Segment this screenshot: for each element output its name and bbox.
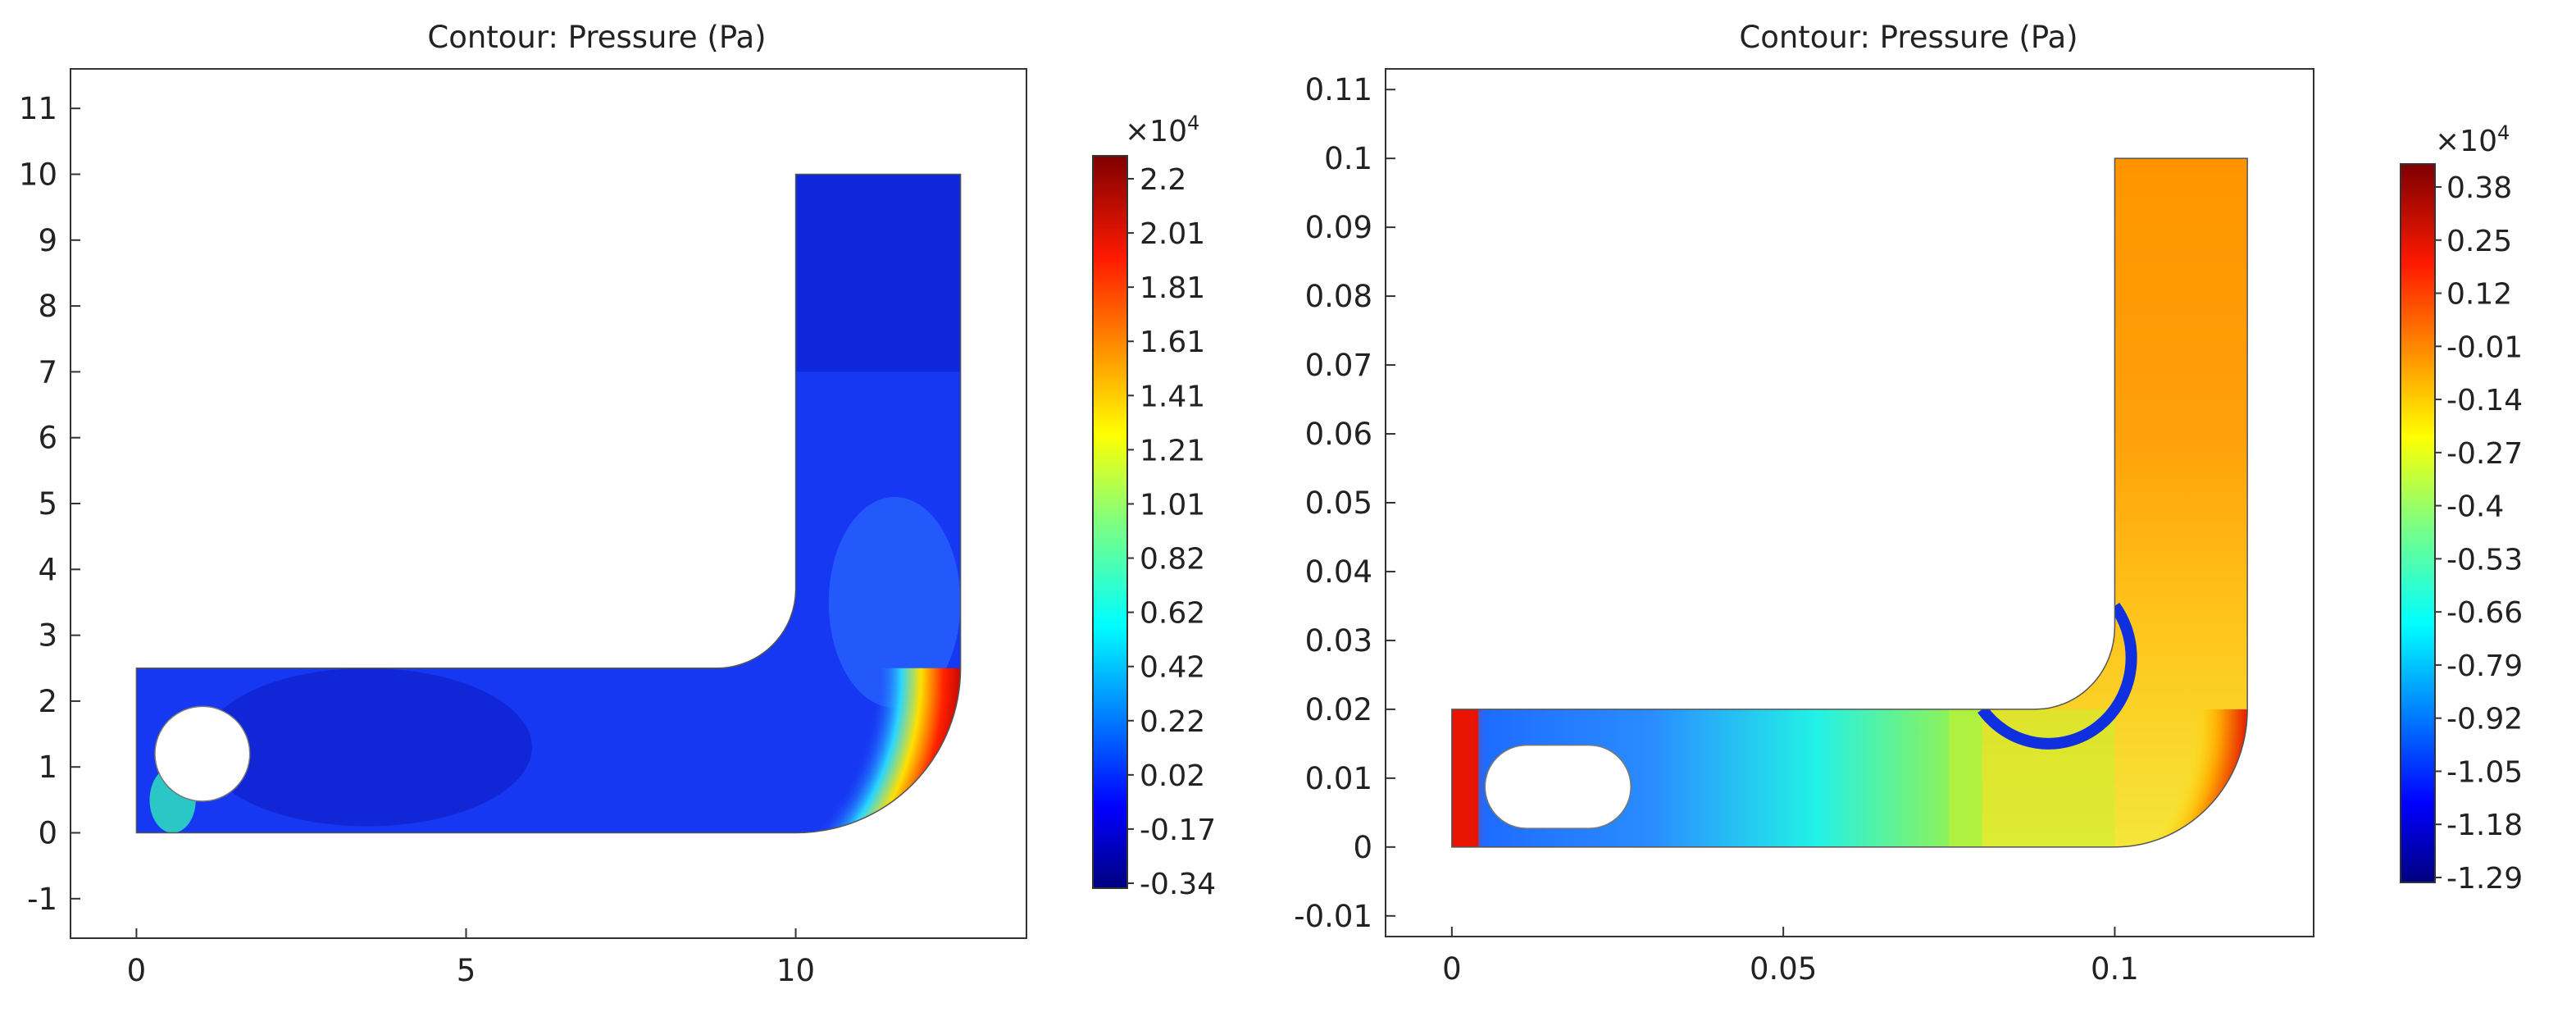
y-tick-label: 10 [19,157,57,192]
mid-pressure-region [828,496,961,708]
colorbar-tick-label: 0.12 [2446,278,2512,312]
y-tick-label: -0.01 [1294,899,1372,934]
x-tick-label: 0.05 [1750,951,1817,987]
y-tick-label: 0.1 [1324,141,1372,176]
domain-outline [135,173,962,834]
low-pressure-region [202,668,532,827]
x-tick-label: 0 [127,953,147,988]
y-tick-label: 0 [1353,830,1372,865]
y-tick-label: 1 [38,750,57,785]
x-tick-label: 10 [776,953,815,988]
colorbar-tick-label: 0.42 [1140,651,1205,685]
colorbar-tick-label: -0.17 [1140,814,1216,847]
colorbar-tick-label: 1.21 [1140,434,1205,467]
colorbar-tick-label: 1.41 [1140,380,1205,413]
colorbar-tick-label: -0.66 [2446,596,2523,630]
colorbar-tick-label: 0.62 [1140,597,1205,631]
colorbar-tick-label: -0.27 [2446,437,2523,471]
y-tick-label: 3 [38,618,57,654]
domain-outline [1451,157,2248,848]
y-tick-label: -1 [27,882,57,917]
y-tick-label: 0.01 [1305,761,1372,796]
low-pressure-region [795,174,961,372]
colorbar-tick-label: 0.38 [2446,171,2512,205]
colorbar-tick-label: -0.34 [1140,868,1216,901]
y-tick-label: 0.07 [1305,348,1372,383]
y-tick-label: 2 [38,684,57,719]
flow-domain [1451,157,2248,848]
y-tick-label: 11 [19,91,57,126]
y-tick-label: 0.09 [1305,210,1372,245]
circular-obstacle [154,705,251,802]
x-tick-label: 0 [1442,951,1462,987]
x-tick-label: 0.1 [2091,951,2139,987]
colorbar: ×104 2.2 2.01 1.81 1.61 1.41 1.21 1.01 0.82 0.62… [1092,112,1216,901]
y-tick-label: 0.06 [1305,417,1372,452]
colorbar-tick-label: 2.01 [1140,217,1205,251]
colorbar-tick-label: -1.05 [2446,755,2523,789]
y-tick-label: 7 [38,354,57,390]
colorbar-tick-label: -0.14 [2446,384,2523,417]
y-tick-label: 0.08 [1305,279,1372,314]
chart-title: Contour: Pressure (Pa) [427,20,766,55]
colorbar-gradient [2400,163,2436,883]
y-tick-label: 0.03 [1305,623,1372,659]
colorbar-tick-label: -0.53 [2446,543,2523,577]
y-axis-ticks: -1 0 1 2 3 4 5 6 7 8 9 10 11 [19,91,80,917]
y-tick-label: 0.02 [1305,692,1372,727]
flow-domain [135,173,962,834]
colorbar-tick-label: 1.81 [1140,271,1205,305]
colorbar-tick-label: 2.2 [1140,163,1186,197]
x-axis-ticks: 0 0.05 0.1 [1442,927,2139,987]
colorbar-tick-label: -0.79 [2446,650,2523,683]
y-tick-label: 5 [38,486,57,522]
colorbar-tick-label: -0.01 [2446,330,2523,364]
colorbar-tick-label: -1.29 [2446,862,2523,896]
y-tick-label: 9 [38,223,57,258]
colorbar-ticks: 0.38 0.25 0.12 -0.01 -0.14 -0.27 -0.4 -0.53 -0.6… [2435,171,2523,896]
colorbar-ticks: 2.2 2.01 1.81 1.61 1.41 1.21 1.01 0.82 0.62 0.42 0… [1127,163,1216,901]
x-tick-label: 5 [457,953,476,988]
right-contour-plot: Contour: Pressure (Pa) -0.01 0 0.01 0.02 0.0… [1294,20,2523,987]
colorbar-multiplier: ×104 [1125,112,1199,148]
y-tick-label: 0 [38,816,57,851]
inlet-high-pressure [1451,709,1479,847]
colorbar-tick-label: 1.01 [1140,488,1205,522]
colorbar-tick-label: -0.4 [2446,490,2504,524]
y-axis-ticks: -0.01 0 0.01 0.02 0.03 0.04 0.05 0.06 0.07 0.08 0.… [1294,72,1395,934]
left-contour-panel: Contour: Pressure (Pa) -1 0 1 2 3 4 5 6 7 8 9 10 11 … [0,0,1287,1012]
colorbar-tick-label: 0.25 [2446,225,2512,258]
y-tick-label: 8 [38,289,57,324]
right-contour-panel: Contour: Pressure (Pa) -0.01 0 0.01 0.02 0.0… [1287,0,2576,1012]
pressure-field [136,174,961,833]
left-contour-plot: Contour: Pressure (Pa) -101234567891011 … [19,20,1216,988]
pressure-field [1451,158,2248,847]
y-tick-label: 0.11 [1305,72,1372,107]
low-pressure-separation [1978,602,2137,750]
y-tick-label: 0.04 [1305,554,1372,590]
colorbar-tick-label: -0.92 [2446,703,2523,736]
chart-title: Contour: Pressure (Pa) [1739,20,2078,55]
colorbar-tick-label: -1.18 [2446,809,2523,842]
colorbar-tick-label: 1.61 [1140,326,1205,359]
stadium-obstacle [1484,744,1632,829]
colorbar-tick-label: 0.22 [1140,705,1205,739]
colorbar-gradient [1092,155,1128,889]
y-tick-label: 4 [38,552,57,587]
y-tick-label: 6 [38,421,57,456]
x-axis-ticks: 0 5 10 [127,928,815,988]
colorbar: ×104 0.38 0.25 0.12 -0.01 -0.14 -0.27 -0.4 -0.5… [2400,121,2523,896]
colorbar-multiplier: ×104 [2435,121,2510,158]
colorbar-tick-label: 0.02 [1140,759,1205,793]
y-tick-label: 0.05 [1305,485,1372,521]
colorbar-tick-label: 0.82 [1140,543,1205,577]
